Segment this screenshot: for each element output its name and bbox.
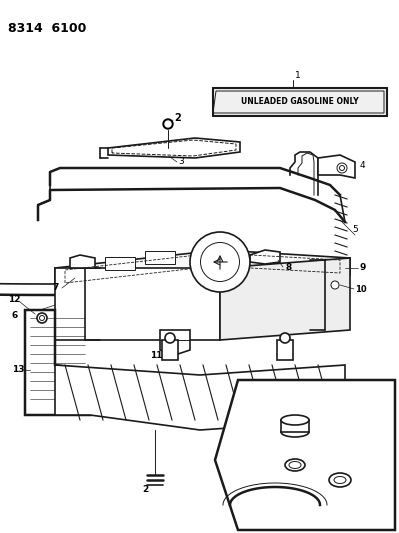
Circle shape [163,119,173,129]
Ellipse shape [281,427,309,437]
Ellipse shape [281,415,309,425]
Text: 2: 2 [174,113,181,123]
Text: 1: 1 [295,71,301,80]
Text: 3: 3 [178,157,184,166]
Text: 8: 8 [285,263,291,272]
Text: 14: 14 [330,410,342,419]
Polygon shape [281,420,309,432]
Polygon shape [160,330,190,355]
Circle shape [40,316,45,320]
Polygon shape [250,250,280,264]
Polygon shape [277,340,293,360]
Text: 7: 7 [52,284,58,293]
Circle shape [250,393,260,403]
Text: 13: 13 [12,366,24,375]
Circle shape [165,333,175,343]
Polygon shape [213,88,387,116]
Text: 10: 10 [355,286,367,295]
Polygon shape [70,255,95,268]
Text: 17: 17 [365,475,377,484]
Text: 15: 15 [330,425,342,434]
Ellipse shape [334,477,346,483]
Text: 2: 2 [142,486,148,495]
Polygon shape [55,268,220,340]
Text: 12: 12 [8,295,20,304]
Circle shape [340,166,344,171]
Polygon shape [25,310,90,415]
Circle shape [201,243,239,281]
Ellipse shape [329,473,351,487]
Polygon shape [215,380,395,530]
Circle shape [165,121,171,127]
Polygon shape [318,155,355,178]
Circle shape [280,333,290,343]
Text: 6: 6 [12,311,18,319]
Circle shape [37,313,47,323]
Text: 19: 19 [255,505,267,514]
Polygon shape [162,340,178,360]
Polygon shape [55,365,345,430]
Text: UNLEADED GASOLINE ONLY: UNLEADED GASOLINE ONLY [241,98,359,107]
Text: 8314  6100: 8314 6100 [8,22,86,35]
Text: 16: 16 [358,446,370,455]
Text: 9: 9 [360,263,366,272]
Circle shape [337,163,347,173]
Text: 10: 10 [262,393,274,402]
Text: 18: 18 [318,457,330,466]
Text: 4: 4 [360,160,365,169]
Ellipse shape [289,462,301,469]
Polygon shape [145,251,175,264]
Polygon shape [220,258,350,340]
Text: 11: 11 [150,351,162,359]
Polygon shape [105,257,135,270]
Polygon shape [55,250,350,285]
Circle shape [331,281,339,289]
Text: 5: 5 [352,225,358,235]
Circle shape [190,232,250,292]
Polygon shape [108,138,240,158]
Ellipse shape [285,459,305,471]
Polygon shape [337,450,340,460]
